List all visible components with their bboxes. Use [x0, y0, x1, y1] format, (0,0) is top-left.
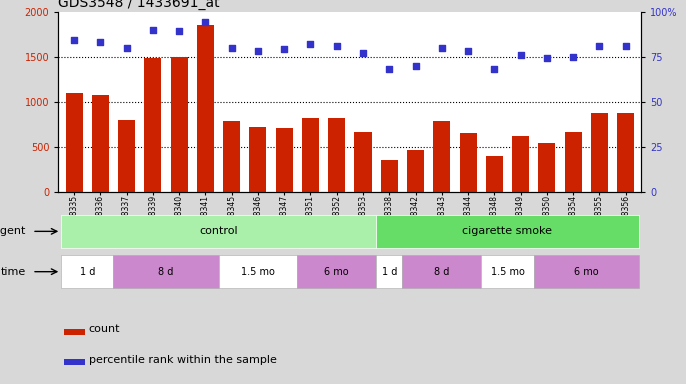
Point: [174, 28, 185, 35]
Bar: [512, 136, 529, 192]
Point: [383, 66, 394, 72]
Point: [252, 48, 263, 54]
Text: 1 d: 1 d: [80, 266, 95, 277]
Bar: [302, 118, 319, 192]
Point: [279, 46, 289, 53]
Bar: [276, 128, 293, 192]
Point: [95, 39, 106, 45]
Point: [69, 37, 80, 43]
Bar: [64, 359, 85, 366]
Text: 8 d: 8 d: [434, 266, 449, 277]
Text: time: time: [1, 266, 26, 277]
Bar: [617, 114, 634, 192]
Bar: [171, 56, 188, 192]
Text: 6 mo: 6 mo: [324, 266, 349, 277]
Bar: [434, 121, 450, 192]
Text: control: control: [199, 226, 238, 237]
Bar: [407, 151, 424, 192]
Point: [357, 50, 368, 56]
Bar: [376, 215, 639, 248]
Point: [410, 63, 421, 69]
Bar: [534, 255, 639, 288]
Text: 1.5 mo: 1.5 mo: [241, 266, 275, 277]
Bar: [144, 58, 161, 192]
Point: [567, 53, 578, 60]
Point: [489, 66, 500, 72]
Bar: [355, 132, 372, 192]
Point: [515, 52, 526, 58]
Text: 8 d: 8 d: [158, 266, 174, 277]
Point: [462, 48, 473, 54]
Point: [147, 26, 158, 33]
Bar: [197, 25, 214, 192]
Bar: [539, 143, 556, 192]
Text: 6 mo: 6 mo: [574, 266, 599, 277]
Point: [200, 19, 211, 25]
Bar: [565, 132, 582, 192]
Bar: [486, 156, 503, 192]
Point: [121, 45, 132, 51]
Bar: [297, 255, 376, 288]
Bar: [66, 93, 82, 192]
Bar: [376, 255, 403, 288]
Bar: [61, 255, 113, 288]
Bar: [113, 255, 219, 288]
Text: cigarette smoke: cigarette smoke: [462, 226, 552, 237]
Bar: [481, 255, 534, 288]
Text: percentile rank within the sample: percentile rank within the sample: [88, 354, 276, 364]
Bar: [61, 215, 376, 248]
Text: 1.5 mo: 1.5 mo: [490, 266, 524, 277]
Text: 1 d: 1 d: [381, 266, 397, 277]
Bar: [591, 114, 608, 192]
Bar: [381, 159, 398, 192]
Text: GDS3548 / 1433691_at: GDS3548 / 1433691_at: [58, 0, 220, 10]
Text: agent: agent: [0, 226, 26, 237]
Bar: [403, 255, 481, 288]
Point: [620, 43, 631, 49]
Point: [594, 43, 605, 49]
Bar: [460, 133, 477, 192]
Point: [541, 55, 552, 61]
Text: count: count: [88, 324, 120, 334]
Bar: [118, 120, 135, 192]
Point: [331, 43, 342, 49]
Bar: [223, 121, 240, 192]
Bar: [250, 127, 266, 192]
Bar: [328, 118, 345, 192]
Point: [305, 41, 316, 47]
Bar: [64, 329, 85, 335]
Point: [226, 45, 237, 51]
Bar: [92, 94, 109, 192]
Point: [436, 45, 447, 51]
Bar: [219, 255, 297, 288]
